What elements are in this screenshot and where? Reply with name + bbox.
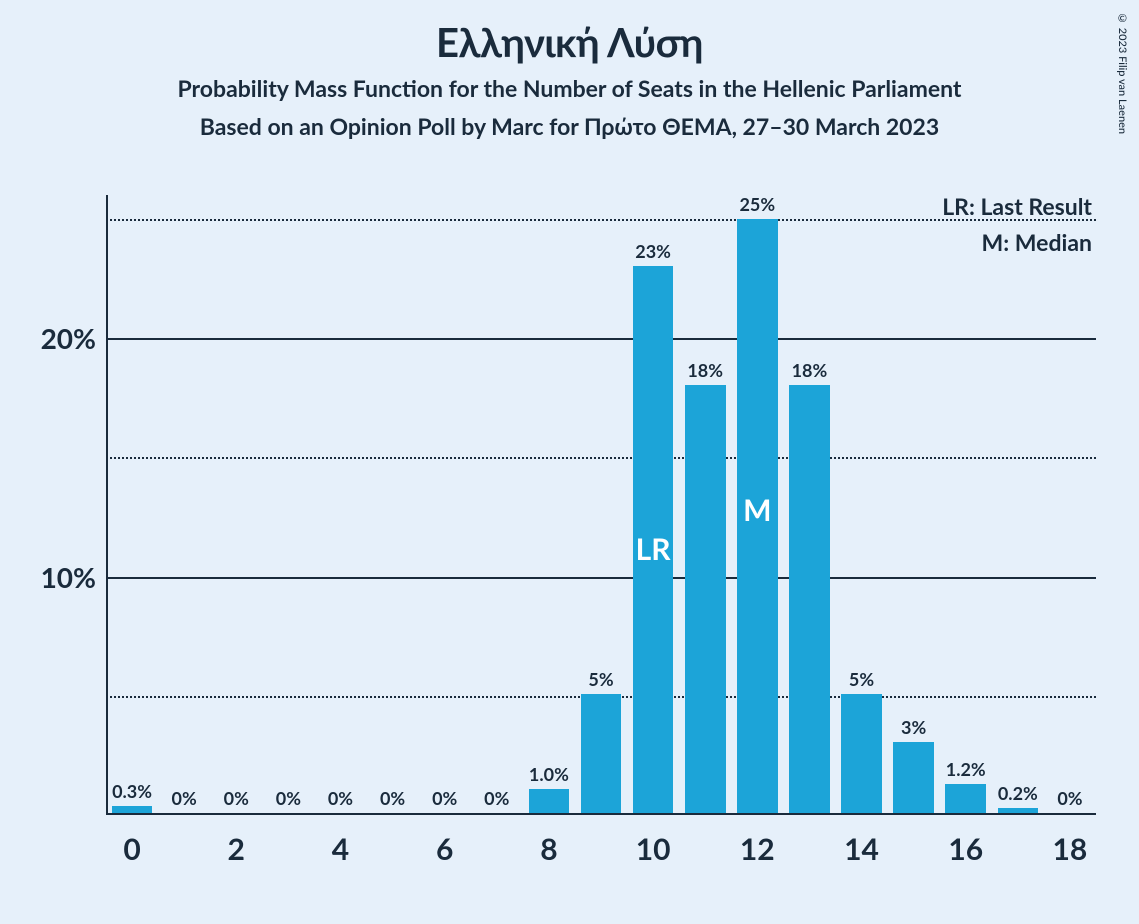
bar-slot: 0.2% — [998, 808, 1039, 813]
bar-value-label: 18% — [687, 359, 723, 381]
bar — [581, 694, 622, 813]
chart-subtitle-1: Probability Mass Function for the Number… — [0, 74, 1139, 102]
bar-value-label: 5% — [849, 668, 874, 690]
x-tick-label: 2 — [228, 831, 245, 867]
bar-slot: 18% — [685, 385, 726, 813]
y-tick-label: 20% — [41, 321, 96, 355]
x-tick-label: 14 — [844, 831, 879, 867]
x-tick-label: 0 — [123, 831, 140, 867]
y-tick-label: 10% — [41, 560, 96, 594]
bar-inner-label: M — [743, 492, 771, 528]
x-tick-label: 4 — [332, 831, 349, 867]
bar-slot: 5% — [841, 694, 882, 813]
bar-slot: 18% — [789, 385, 830, 813]
bar-value-label: 0% — [484, 787, 509, 809]
bar-value-label: 5% — [588, 668, 613, 690]
bar-value-label: 0.3% — [112, 780, 152, 802]
bar — [841, 694, 882, 813]
x-tick-label: 10 — [636, 831, 671, 867]
bar-value-label: 18% — [792, 359, 828, 381]
bar — [998, 808, 1039, 813]
x-tick-label: 6 — [436, 831, 453, 867]
chart-subtitle-2: Based on an Opinion Poll by Marc for Πρώ… — [0, 112, 1139, 140]
bars-container: 0.3%0%0%0%0%0%0%0%1.0%5%23%LR18%25%M18%5… — [106, 195, 1096, 813]
x-tick-label: 8 — [540, 831, 557, 867]
bar-value-label: 0% — [172, 787, 197, 809]
bar-value-label: 1.2% — [946, 758, 986, 780]
bar-slot: 0.3% — [112, 806, 153, 813]
bar-value-label: 0% — [224, 787, 249, 809]
bar-slot: 5% — [581, 694, 622, 813]
bar-slot: 1.0% — [529, 789, 570, 813]
bar-value-label: 0.2% — [998, 782, 1038, 804]
bar — [789, 385, 830, 813]
x-axis — [106, 813, 1096, 815]
plot-area: LR: Last Result M: Median 10%20% 0.3%0%0… — [106, 195, 1096, 815]
bar — [945, 784, 986, 813]
bar — [529, 789, 570, 813]
bar-slot: 3% — [893, 742, 934, 813]
bar — [112, 806, 153, 813]
bar-value-label: 25% — [739, 193, 775, 215]
bar-value-label: 0% — [328, 787, 353, 809]
title-block: Ελληνική Λύση Probability Mass Function … — [0, 18, 1139, 140]
bar-value-label: 3% — [901, 716, 926, 738]
bar-inner-label: LR — [636, 531, 671, 567]
bar-value-label: 0% — [380, 787, 405, 809]
x-tick-label: 12 — [740, 831, 775, 867]
bar — [685, 385, 726, 813]
chart-title: Ελληνική Λύση — [0, 18, 1139, 66]
x-tick-label: 18 — [1053, 831, 1088, 867]
bar-slot: 23%LR — [633, 266, 674, 813]
bar-value-label: 0% — [1057, 787, 1082, 809]
bar-slot: 1.2% — [945, 784, 986, 813]
x-tick-label: 16 — [948, 831, 983, 867]
bar-slot: 25%M — [737, 219, 778, 813]
bar-value-label: 0% — [276, 787, 301, 809]
bar-value-label: 23% — [635, 240, 671, 262]
bar-value-label: 1.0% — [529, 763, 569, 785]
bar-value-label: 0% — [432, 787, 457, 809]
bar — [893, 742, 934, 813]
